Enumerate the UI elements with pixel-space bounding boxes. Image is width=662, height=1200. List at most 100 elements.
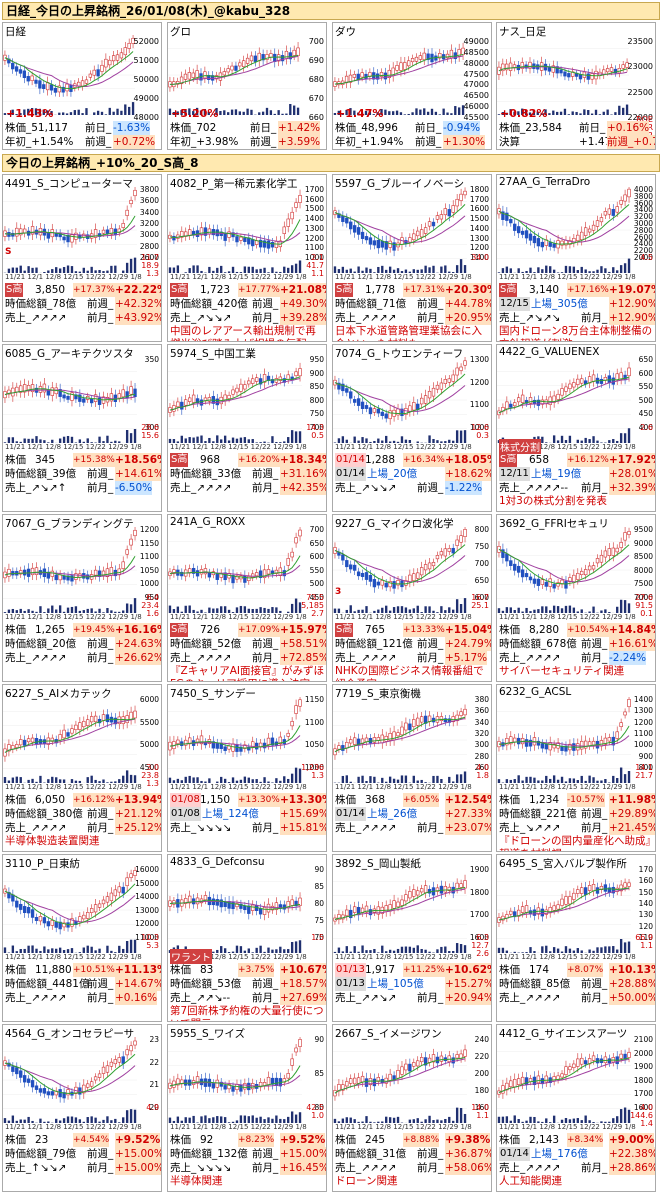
candle bbox=[583, 1060, 588, 1065]
volume-bar bbox=[78, 271, 82, 273]
stock-panel[interactable]: 4412_G_サイエンスアーツ 2100 2000 1900 1800 1700 1600 4… bbox=[496, 1024, 656, 1192]
stock-panel[interactable]: 7450_S_サンデー 1150 1100 1050 1000 1,236 1.3 11/21… bbox=[167, 684, 327, 852]
index-change: -0.94% bbox=[443, 121, 481, 135]
candle bbox=[34, 567, 39, 575]
stock-title: 4833_G_Defconsu bbox=[170, 856, 265, 868]
candle bbox=[30, 737, 35, 743]
volume-bar bbox=[211, 114, 214, 115]
stock-panel[interactable]: 27AA_G_TerraDro 4000 3800 3600 3400 3200 3000 2… bbox=[496, 174, 656, 342]
candle bbox=[459, 711, 463, 716]
candle bbox=[42, 917, 47, 924]
volume-bar bbox=[258, 112, 261, 115]
stock-panel[interactable]: 241A_G_ROXX 700 650 600 550 500 450 73.5 5,185 2.… bbox=[167, 514, 327, 682]
volume-bar bbox=[388, 949, 392, 953]
side-stat: 21.7 bbox=[635, 771, 653, 780]
stock-panel[interactable]: 2667_S_イメージワン 240 220 200 180 160 14.0 1.1 11/21… bbox=[332, 1024, 492, 1192]
candle bbox=[399, 62, 403, 71]
candle bbox=[352, 906, 357, 913]
candle bbox=[251, 378, 255, 384]
stock-panel[interactable]: 3110_P_日東紡 16000 15000 14000 13000 12000 11000… bbox=[2, 854, 162, 1022]
candle bbox=[30, 384, 35, 393]
volume-bar bbox=[345, 609, 348, 613]
candle bbox=[286, 1073, 290, 1079]
volume-bar bbox=[90, 266, 93, 273]
candle bbox=[509, 736, 513, 745]
candle bbox=[115, 54, 120, 61]
stock-panel[interactable]: 7067_G_ブランディングテ 1200 1150 1100 1050 1000 950 6.… bbox=[2, 514, 162, 682]
stock-panel[interactable]: 6232_G_ACSL 1400 1300 1200 1100 1000 900 800 14.… bbox=[496, 684, 656, 852]
axis-tick: 7000 bbox=[633, 593, 653, 602]
volume-bar bbox=[98, 608, 101, 613]
volume-bar bbox=[223, 110, 226, 115]
stock-panel[interactable]: 5955_S_ワイズ 90 85 80 42.5 1.0 11/21 12/1 12/8 1… bbox=[167, 1024, 327, 1192]
candle bbox=[572, 892, 576, 900]
candle bbox=[431, 562, 436, 567]
volume-bar bbox=[583, 109, 586, 115]
chart-marker: 3 bbox=[335, 587, 342, 597]
candle bbox=[333, 748, 337, 756]
volume-bar bbox=[400, 946, 404, 953]
side-stat: 2.7 bbox=[311, 609, 324, 618]
sales-trend: 売上_↗↗↗↗ bbox=[499, 1162, 561, 1174]
candle bbox=[540, 743, 545, 749]
volume-bar bbox=[596, 780, 599, 783]
volume-bar bbox=[287, 1116, 290, 1123]
candle bbox=[298, 897, 302, 906]
candle bbox=[532, 909, 537, 916]
stock-panel[interactable]: 4564_G_オンコセラピーサ 23 22 21 20 4.9 11/21 12/1 12/… bbox=[2, 1024, 162, 1192]
stock-panel[interactable]: 6085_G_アーキテクツスタ 350 300 28.6 15.6 11/21 12/1 … bbox=[2, 344, 162, 512]
candle bbox=[111, 55, 116, 62]
axis-tick: 13000 bbox=[135, 905, 159, 915]
stock-panel[interactable]: 7074_G_トウエンティーフ 1300 1200 1100 1000 12.6 0.3 11… bbox=[332, 344, 492, 512]
week-change: +49.30% bbox=[280, 297, 327, 311]
index-value: 年初_+1.54% bbox=[5, 136, 74, 148]
volume-bar bbox=[590, 113, 594, 115]
stock-panel[interactable]: 4422_G_VALUENEX 650 600 550 500 450 400 2.6 11/2… bbox=[496, 344, 656, 512]
side-stat: 4.0 bbox=[476, 763, 489, 772]
stock-panel[interactable]: 6227_S_AIメカテック 6000 5500 5000 4500 3.0 23.8 1.3… bbox=[2, 684, 162, 852]
stock-panel[interactable]: 4491_S_コンピューターマ 3800 3600 3400 3200 3000 2800 2… bbox=[2, 174, 162, 342]
stock-panel[interactable]: 3892_S_岡山製紙 1900 1800 1700 1600 6.3 12.7 2.6 11/… bbox=[332, 854, 492, 1022]
volume-bar bbox=[563, 108, 567, 115]
volume-bar bbox=[239, 605, 243, 613]
week-label: 前週_ bbox=[87, 978, 114, 990]
ma-short-line bbox=[334, 204, 466, 246]
stock-panel[interactable]: 7719_S_東京衡機 380 360 340 320 300 280 260 4.0 1.8 11… bbox=[332, 684, 492, 852]
stock-panel[interactable]: 9227_G_マイクロ波化学 800 750 700 650 600 16.7 25.1 3 11… bbox=[332, 514, 492, 682]
price-row: 01/141,288+16.34%+18.05% bbox=[333, 453, 491, 467]
stock-panel[interactable]: 5974_S_中国工業 950 900 850 800 750 700 14.3 0.5 11/2… bbox=[167, 344, 327, 512]
volume-bar bbox=[184, 272, 187, 273]
volume-bar bbox=[271, 267, 274, 273]
stock-panel[interactable]: 3692_G_FFRIセキュリ 9500 9000 8500 8000 7500 7000 2… bbox=[496, 514, 656, 682]
volume-bar bbox=[619, 265, 623, 273]
stock-panel[interactable]: 4082_P_第一稀元素化学工 1700 1600 1500 1400 1300 1200 1… bbox=[167, 174, 327, 342]
month-change: +26.62% bbox=[115, 651, 162, 665]
price-value: 92 bbox=[200, 1134, 214, 1146]
cap-row: 時価総額_33億 前週_ +31.16% bbox=[168, 467, 326, 481]
stock-panel[interactable]: 4833_G_Defconsu 90 85 80 75 70 1.5 11/21 12/1 1… bbox=[167, 854, 327, 1022]
axis-tick: 85 bbox=[314, 1069, 324, 1078]
volume-bar bbox=[263, 441, 266, 443]
volume-bar bbox=[34, 108, 38, 115]
candle bbox=[11, 387, 15, 397]
week-label: 前週_ bbox=[417, 638, 444, 650]
candle bbox=[203, 227, 208, 236]
candle bbox=[591, 224, 596, 231]
volume-bar bbox=[227, 609, 231, 613]
axis-tick: 85 bbox=[314, 882, 324, 891]
axis-tick: 1200 bbox=[469, 377, 489, 387]
ma-short-line bbox=[334, 373, 466, 415]
axis-tick: 1300 bbox=[469, 355, 489, 364]
candle bbox=[576, 378, 580, 385]
stock-panel[interactable]: 6495_S_宮入バルブ製作所 170 160 150 140 130 120 110 66.9… bbox=[496, 854, 656, 1022]
candle bbox=[528, 233, 533, 241]
candle bbox=[288, 52, 292, 60]
volume-bar bbox=[612, 775, 615, 783]
week-change: +58.51% bbox=[280, 637, 327, 651]
stock-panel[interactable]: 5597_G_ブルーイノベーシ 1800 1700 1600 1500 1400 1300 1… bbox=[332, 174, 492, 342]
month-change: +39.28% bbox=[280, 311, 327, 325]
month-change: +15.81% bbox=[280, 821, 327, 835]
candle bbox=[129, 199, 133, 205]
candle bbox=[524, 739, 529, 747]
